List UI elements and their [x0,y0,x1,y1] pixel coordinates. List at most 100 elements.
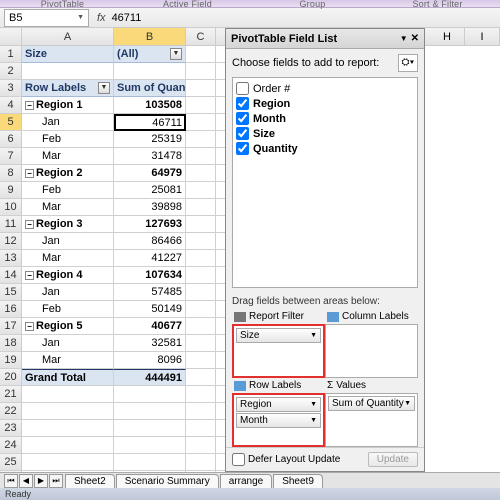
row-header-23[interactable]: 23 [0,420,22,437]
sheet-tab[interactable]: arrange [220,474,272,488]
row-header-12[interactable]: 12 [0,233,22,250]
values-box[interactable]: Sum of Quantity▼ [325,393,418,447]
tab-nav-last-icon[interactable]: ⏭ [49,474,63,488]
cell[interactable] [22,454,114,471]
cell[interactable] [186,216,216,233]
cell[interactable] [186,369,216,386]
cell[interactable] [186,318,216,335]
month-value[interactable]: 50149 [114,301,186,318]
row-header-25[interactable]: 25 [0,454,22,471]
cell[interactable] [114,63,186,80]
month-value[interactable]: 31478 [114,148,186,165]
row-header-24[interactable]: 24 [0,437,22,454]
month-label[interactable]: Mar [22,352,114,369]
row-header-19[interactable]: 19 [0,352,22,369]
column-labels-box[interactable] [325,324,418,378]
region-name[interactable]: −Region 1 [22,97,114,114]
month-label[interactable]: Mar [22,199,114,216]
region-total[interactable]: 40677 [114,318,186,335]
row-header-20[interactable]: 20 [0,369,22,386]
row-header-4[interactable]: 4 [0,97,22,114]
row-header-21[interactable]: 21 [0,386,22,403]
tab-nav-prev-icon[interactable]: ◀ [19,474,33,488]
row-header-5[interactable]: 5 [0,114,22,131]
row-header-7[interactable]: 7 [0,148,22,165]
cell[interactable] [22,420,114,437]
month-label[interactable]: Feb [22,131,114,148]
area-item-dropdown-icon[interactable]: ▼ [404,400,411,407]
cell[interactable] [186,403,216,420]
col-header-C[interactable]: C [186,28,216,45]
cell[interactable] [186,437,216,454]
area-item-dropdown-icon[interactable]: ▼ [310,332,317,339]
collapse-icon[interactable]: − [25,101,34,110]
cell[interactable] [186,454,216,471]
field-item-month[interactable]: Month [236,111,414,126]
cell[interactable] [186,233,216,250]
defer-update-checkbox[interactable] [232,453,245,466]
cell[interactable] [186,284,216,301]
cell[interactable] [22,437,114,454]
col-header-H[interactable]: H [430,28,465,46]
formula-bar-value[interactable]: 46711 [112,12,142,24]
month-value[interactable]: 46711 [114,114,186,131]
region-name[interactable]: −Region 2 [22,165,114,182]
select-all-corner[interactable] [0,28,22,45]
month-value[interactable]: 32581 [114,335,186,352]
collapse-icon[interactable]: − [25,322,34,331]
sheet-tab[interactable]: Scenario Summary [116,474,219,488]
month-value[interactable]: 39898 [114,199,186,216]
row-header-8[interactable]: 8 [0,165,22,182]
row-header-15[interactable]: 15 [0,284,22,301]
row-header-6[interactable]: 6 [0,131,22,148]
month-label[interactable]: Feb [22,301,114,318]
cell[interactable] [186,97,216,114]
month-value[interactable]: 41227 [114,250,186,267]
field-item-quantity[interactable]: Quantity [236,141,414,156]
month-value[interactable]: 8096 [114,352,186,369]
collapse-icon[interactable]: − [25,271,34,280]
pane-dropdown-icon[interactable]: ▼ [400,34,408,43]
row-header-17[interactable]: 17 [0,318,22,335]
values-item[interactable]: Sum of Quantity▼ [328,396,415,411]
field-checkbox[interactable] [236,82,249,95]
cell[interactable] [186,131,216,148]
region-total[interactable]: 103508 [114,97,186,114]
report-filter-item[interactable]: Size▼ [236,328,321,343]
tab-nav-next-icon[interactable]: ▶ [34,474,48,488]
row-labels-header[interactable]: Row Labels▼ [22,80,114,97]
region-total[interactable]: 107634 [114,267,186,284]
cell[interactable] [114,437,186,454]
name-box-dropdown-icon[interactable]: ▼ [77,14,84,21]
cell[interactable] [186,386,216,403]
field-checkbox[interactable] [236,97,249,110]
month-value[interactable]: 57485 [114,284,186,301]
cell[interactable] [186,165,216,182]
cell[interactable] [114,420,186,437]
col-header-I[interactable]: I [465,28,500,46]
col-header-B[interactable]: B [114,28,186,45]
region-total[interactable]: 127693 [114,216,186,233]
month-label[interactable]: Mar [22,148,114,165]
row-header-13[interactable]: 13 [0,250,22,267]
cell[interactable] [186,301,216,318]
row-labels-item[interactable]: Region▼ [236,397,321,412]
tab-nav-first-icon[interactable]: ⏮ [4,474,18,488]
month-value[interactable]: 25319 [114,131,186,148]
grand-total-label[interactable]: Grand Total [22,369,114,386]
month-label[interactable]: Jan [22,335,114,352]
update-button[interactable]: Update [368,452,418,467]
field-checkbox[interactable] [236,112,249,125]
row-header-11[interactable]: 11 [0,216,22,233]
field-item-order #[interactable]: Order # [236,81,414,96]
row-header-14[interactable]: 14 [0,267,22,284]
month-label[interactable]: Jan [22,114,114,131]
field-item-size[interactable]: Size [236,126,414,141]
cell[interactable] [186,182,216,199]
row-header-18[interactable]: 18 [0,335,22,352]
row-labels-box[interactable]: Region▼Month▼ [232,393,325,447]
filter-dropdown-icon[interactable]: ▼ [170,48,182,60]
collapse-icon[interactable]: − [25,169,34,178]
region-name[interactable]: −Region 3 [22,216,114,233]
field-item-region[interactable]: Region [236,96,414,111]
